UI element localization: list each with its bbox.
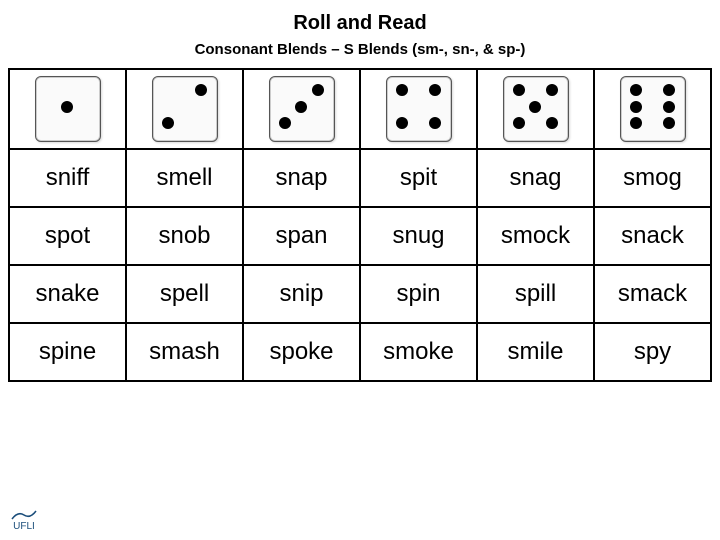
pip-icon bbox=[429, 117, 441, 129]
word-cell: snug bbox=[360, 207, 477, 265]
pip-icon bbox=[312, 84, 324, 96]
dice-face-1 bbox=[35, 76, 101, 142]
pip-icon bbox=[396, 84, 408, 96]
word-cell: smash bbox=[126, 323, 243, 381]
dice-face-3 bbox=[269, 76, 335, 142]
pip-icon bbox=[630, 117, 642, 129]
word-cell: sniff bbox=[9, 149, 126, 207]
pip-icon bbox=[529, 101, 541, 113]
pip-icon bbox=[513, 117, 525, 129]
word-cell: snob bbox=[126, 207, 243, 265]
pip-icon bbox=[546, 117, 558, 129]
pip-icon bbox=[663, 101, 675, 113]
dice-face-6 bbox=[620, 76, 686, 142]
word-cell: spit bbox=[360, 149, 477, 207]
dice-cell bbox=[594, 69, 711, 149]
word-row: sniffsmellsnapspitsnagsmog bbox=[9, 149, 711, 207]
pip-icon bbox=[61, 101, 73, 113]
pip-icon bbox=[663, 117, 675, 129]
pip-icon bbox=[630, 101, 642, 113]
word-cell: spine bbox=[9, 323, 126, 381]
logo-text: UFLI bbox=[13, 521, 35, 532]
ufli-logo: UFLI bbox=[10, 509, 38, 532]
word-cell: smack bbox=[594, 265, 711, 323]
dice-face-2 bbox=[152, 76, 218, 142]
dice-face-5 bbox=[503, 76, 569, 142]
word-row: spinesmashspokesmokesmilespy bbox=[9, 323, 711, 381]
page-subtitle: Consonant Blends – S Blends (sm-, sn-, &… bbox=[0, 35, 720, 68]
word-cell: spell bbox=[126, 265, 243, 323]
pip-icon bbox=[630, 84, 642, 96]
roll-and-read-table: sniffsmellsnapspitsnagsmogspotsnobspansn… bbox=[8, 68, 712, 382]
dice-row bbox=[9, 69, 711, 149]
pip-icon bbox=[396, 117, 408, 129]
pip-icon bbox=[429, 84, 441, 96]
dice-cell bbox=[243, 69, 360, 149]
word-cell: snap bbox=[243, 149, 360, 207]
word-cell: spot bbox=[9, 207, 126, 265]
word-cell: snack bbox=[594, 207, 711, 265]
word-cell: span bbox=[243, 207, 360, 265]
word-cell: spoke bbox=[243, 323, 360, 381]
word-cell: snake bbox=[9, 265, 126, 323]
word-row: spotsnobspansnugsmocksnack bbox=[9, 207, 711, 265]
word-cell: smile bbox=[477, 323, 594, 381]
word-cell: spin bbox=[360, 265, 477, 323]
pip-icon bbox=[663, 84, 675, 96]
pip-icon bbox=[295, 101, 307, 113]
word-cell: smock bbox=[477, 207, 594, 265]
word-row: snakespellsnipspinspillsmack bbox=[9, 265, 711, 323]
word-cell: smog bbox=[594, 149, 711, 207]
word-cell: smoke bbox=[360, 323, 477, 381]
word-cell: snip bbox=[243, 265, 360, 323]
word-cell: spill bbox=[477, 265, 594, 323]
dice-cell bbox=[126, 69, 243, 149]
dice-cell bbox=[477, 69, 594, 149]
word-cell: spy bbox=[594, 323, 711, 381]
word-cell: snag bbox=[477, 149, 594, 207]
pip-icon bbox=[279, 117, 291, 129]
pip-icon bbox=[162, 117, 174, 129]
page-title: Roll and Read bbox=[0, 0, 720, 35]
pip-icon bbox=[546, 84, 558, 96]
dice-cell bbox=[360, 69, 477, 149]
pip-icon bbox=[195, 84, 207, 96]
dice-face-4 bbox=[386, 76, 452, 142]
word-cell: smell bbox=[126, 149, 243, 207]
dice-cell bbox=[9, 69, 126, 149]
pip-icon bbox=[513, 84, 525, 96]
